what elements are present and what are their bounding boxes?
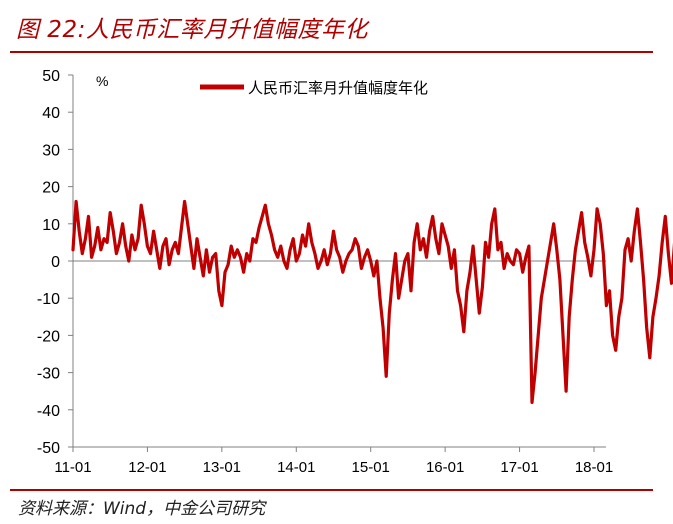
y-tick-label: 50 (42, 68, 60, 85)
axes-layer: 50 40 30 20 10 0 -10 -20 -30 -40 -50% 11-01 12-01 13-… (37, 68, 613, 476)
y-tick-label: -40 (37, 403, 60, 420)
x-tick-label: 14-01 (277, 459, 315, 476)
y-tick-label: 20 (42, 180, 60, 197)
title-rule (10, 51, 653, 53)
source-rule (10, 489, 653, 491)
y-tick-label: -20 (37, 328, 60, 345)
y-unit-label: % (96, 73, 108, 89)
y-tick-label: -10 (37, 291, 60, 308)
x-tick-label: 17-01 (500, 459, 538, 476)
x-tick-label: 16-01 (426, 459, 464, 476)
y-tick-label: 40 (42, 105, 60, 122)
x-tick-label: 15-01 (352, 459, 390, 476)
y-tick-label: -50 (37, 440, 60, 457)
x-tick-label: 12-01 (128, 459, 166, 476)
series-line (71, 199, 673, 404)
x-tick-label: 13-01 (203, 459, 241, 476)
legend: 人民币汇率月升值幅度年化 (200, 79, 428, 97)
source-note: 资料来源：Wind，中金公司研究 (18, 499, 266, 519)
y-tick-label: 10 (42, 217, 60, 234)
y-tick-label: 0 (51, 254, 60, 271)
legend-label: 人民币汇率月升值幅度年化 (248, 79, 428, 97)
series-layer (71, 199, 673, 404)
y-tick-label: 30 (42, 142, 60, 159)
figure-title: 图 22:人民币汇率月升值幅度年化 (16, 17, 368, 43)
x-tick-label: 18-01 (575, 459, 613, 476)
y-tick-label: -30 (37, 366, 60, 383)
x-tick-label: 11-01 (54, 459, 91, 476)
